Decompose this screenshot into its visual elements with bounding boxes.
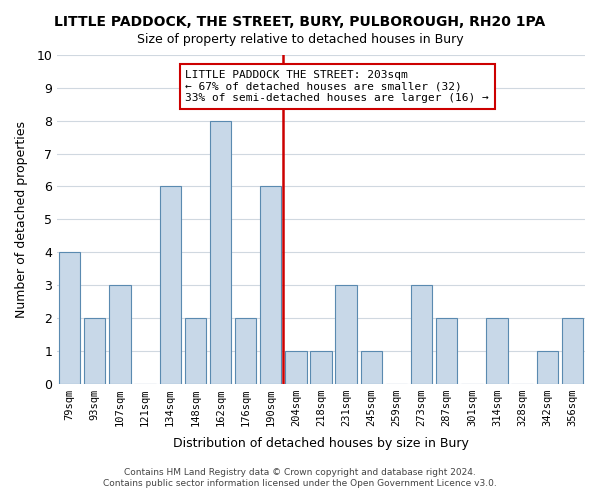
- Bar: [109, 285, 131, 384]
- Bar: [185, 318, 206, 384]
- Bar: [411, 285, 432, 384]
- Text: LITTLE PADDOCK, THE STREET, BURY, PULBOROUGH, RH20 1PA: LITTLE PADDOCK, THE STREET, BURY, PULBOR…: [55, 15, 545, 29]
- X-axis label: Distribution of detached houses by size in Bury: Distribution of detached houses by size …: [173, 437, 469, 450]
- Bar: [361, 350, 382, 384]
- Text: LITTLE PADDOCK THE STREET: 203sqm
← 67% of detached houses are smaller (32)
33% : LITTLE PADDOCK THE STREET: 203sqm ← 67% …: [185, 70, 489, 103]
- Bar: [310, 350, 332, 384]
- Bar: [235, 318, 256, 384]
- Bar: [84, 318, 106, 384]
- Bar: [260, 186, 281, 384]
- Bar: [59, 252, 80, 384]
- Bar: [487, 318, 508, 384]
- Bar: [562, 318, 583, 384]
- Bar: [335, 285, 357, 384]
- Bar: [536, 350, 558, 384]
- Bar: [285, 350, 307, 384]
- Bar: [436, 318, 457, 384]
- Text: Size of property relative to detached houses in Bury: Size of property relative to detached ho…: [137, 32, 463, 46]
- Bar: [160, 186, 181, 384]
- Bar: [210, 120, 231, 384]
- Text: Contains HM Land Registry data © Crown copyright and database right 2024.
Contai: Contains HM Land Registry data © Crown c…: [103, 468, 497, 487]
- Y-axis label: Number of detached properties: Number of detached properties: [15, 121, 28, 318]
